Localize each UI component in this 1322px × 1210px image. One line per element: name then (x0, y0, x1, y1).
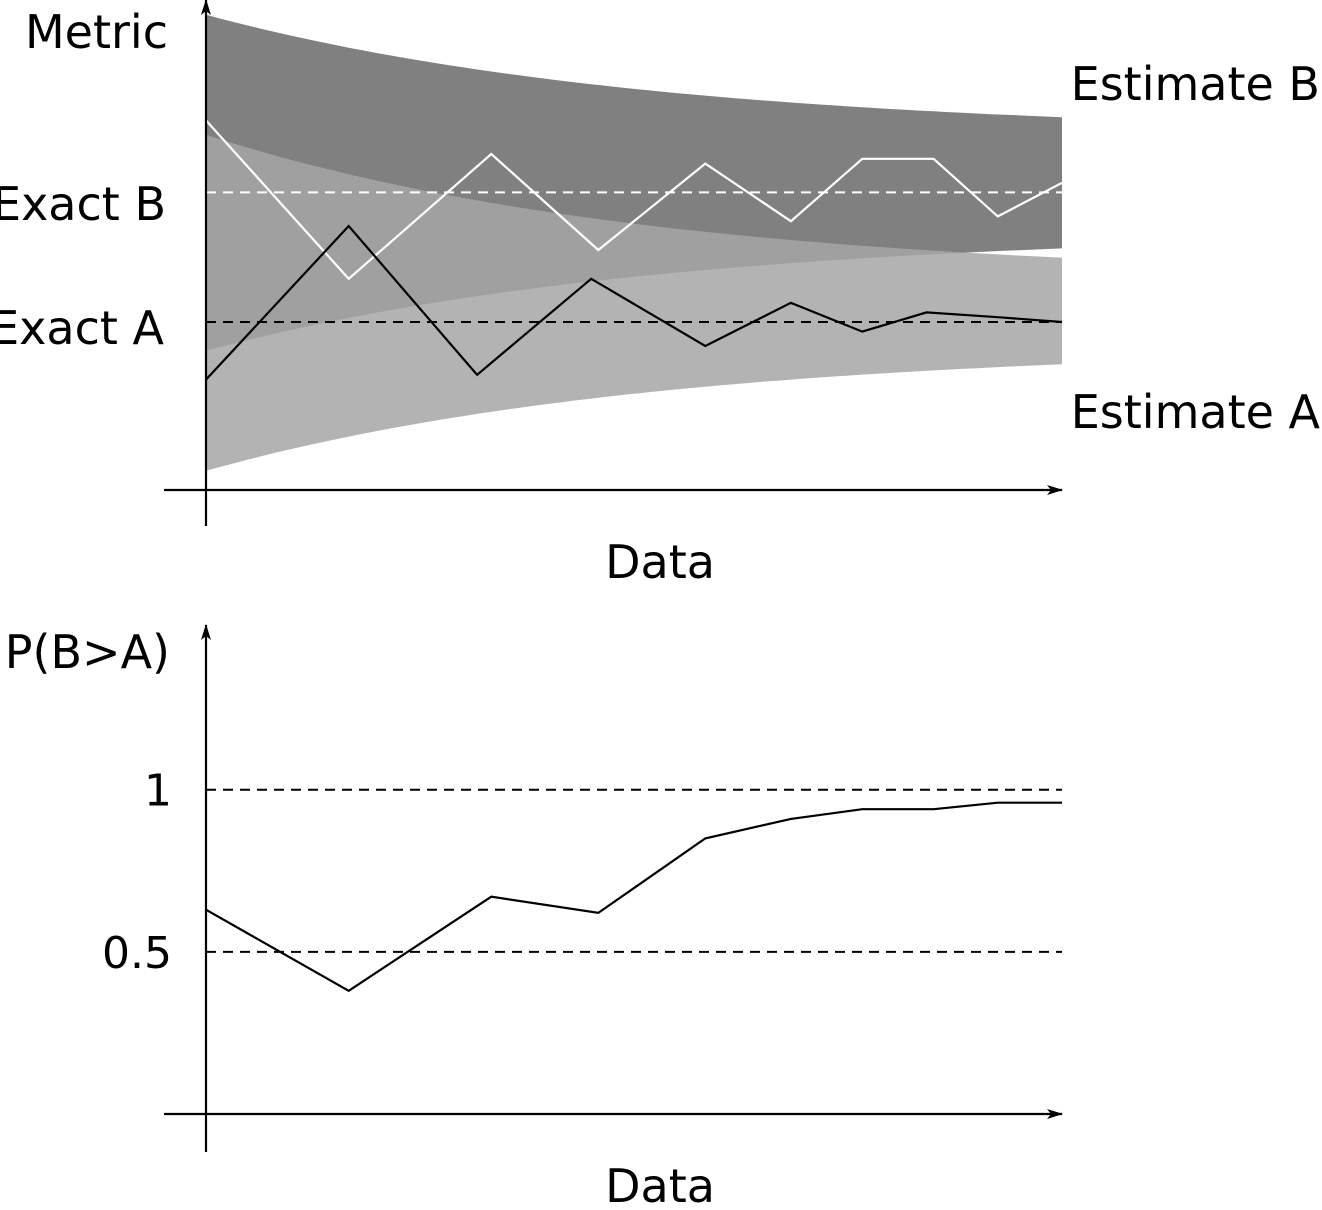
y-tick-label: 1 (144, 766, 172, 817)
probability-line (205, 801, 1062, 993)
estimate-line-b (205, 119, 1063, 281)
probability-series (205, 801, 1062, 993)
bottom-x-axis-label: Data (605, 1159, 715, 1205)
estimate-b-label: Estimate B (1071, 57, 1320, 111)
probability-chart: P(B>A) Data 10.5 (5, 624, 1063, 1210)
top-x-axis-label: Data (605, 535, 715, 589)
estimate-line-a (205, 224, 1063, 381)
exact-a-label: Exact A (0, 301, 165, 355)
exact-b-label: Exact B (0, 177, 166, 231)
estimate-a-label: Estimate A (1071, 385, 1321, 439)
y-tick-label: 0.5 (102, 928, 172, 979)
probability-tick-labels: 10.5 (102, 766, 172, 979)
top-y-axis-label: Metric (25, 5, 168, 59)
estimate-series (205, 119, 1063, 381)
probability-reference-lines (206, 788, 1062, 953)
bottom-y-axis-label: P(B>A) (5, 625, 170, 679)
exact-reference-lines (206, 191, 1062, 323)
metric-chart: Metric Data Exact B Exact A Estimate B E… (0, 0, 1321, 589)
